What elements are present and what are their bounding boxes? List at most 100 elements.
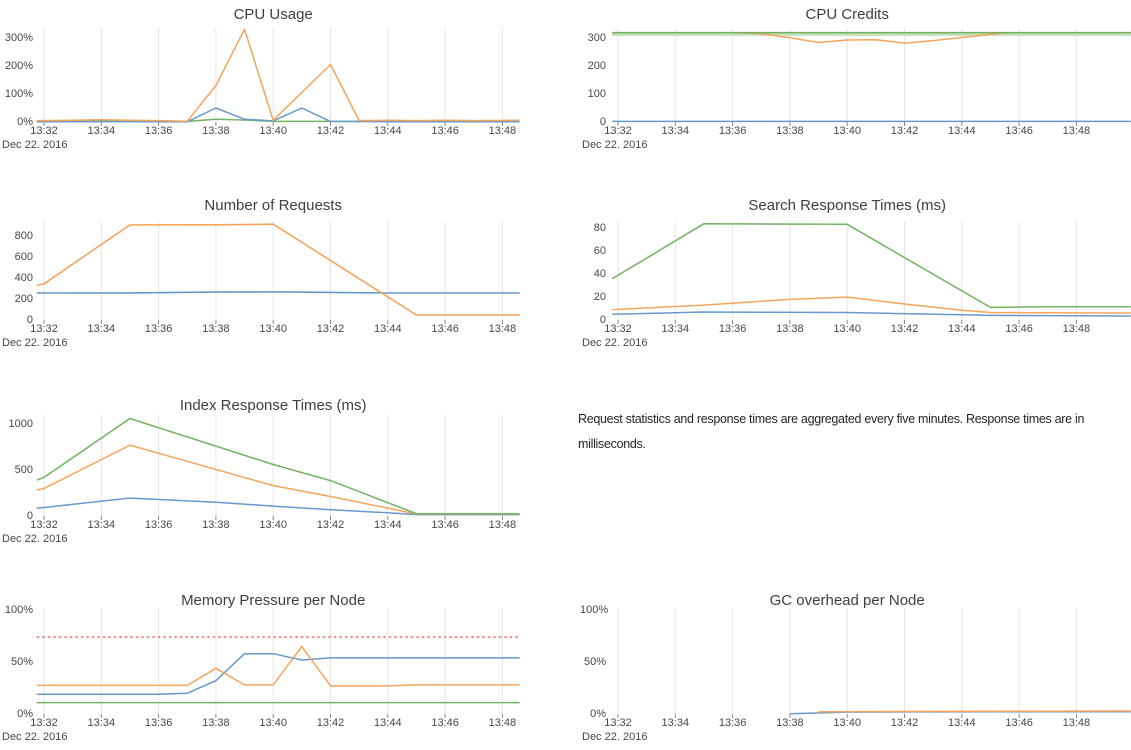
x-tick-label: 13:32 (30, 125, 58, 137)
y-tick-label: 0 (26, 510, 33, 522)
y-tick-label: 500 (14, 464, 33, 476)
x-axis-date-label: Dec 22. 2016 (582, 731, 648, 743)
x-tick-label: 13:40 (259, 323, 287, 335)
x-tick-label: 13:38 (202, 125, 230, 137)
chart-title: GC overhead per Node (769, 592, 925, 609)
y-tick-label: 600 (14, 250, 33, 263)
plot-canvas (611, 222, 1131, 324)
x-tick-label: 13:32 (604, 125, 632, 137)
y-tick-label: 0 (599, 116, 606, 128)
x-tick-label: 13:40 (259, 519, 287, 531)
x-tick-label: 13:42 (316, 323, 345, 335)
x-axis-date-label: Dec 22. 2016 (582, 139, 648, 151)
series-orange-index (36, 444, 520, 515)
x-tick-label: 13:46 (431, 323, 459, 335)
x-tick-label: 13:48 (1062, 125, 1091, 137)
x-tick-label: 13:46 (431, 717, 459, 729)
x-tick-label: 13:48 (1062, 323, 1091, 335)
x-tick-label: 13:48 (488, 125, 517, 137)
plot-area[interactable] (36, 415, 521, 520)
y-tick-label: 0 (26, 314, 33, 326)
plot-canvas (617, 608, 1131, 718)
plot-area[interactable] (36, 28, 521, 126)
y-tick-label: 200 (587, 60, 606, 73)
x-tick-label: 13:32 (604, 323, 632, 335)
y-tick-label: 0 (599, 314, 606, 326)
y-tick-label: 300 (587, 32, 606, 45)
x-tick-label: 13:46 (431, 125, 459, 137)
x-tick-label: 13:46 (1005, 323, 1033, 335)
x-tick-label: 13:34 (661, 125, 690, 137)
series-orange-node (818, 710, 1131, 713)
x-tick-label: 13:46 (1005, 717, 1033, 729)
chart-title: Memory Pressure per Node (181, 592, 366, 609)
y-tick-label: 400 (14, 271, 33, 284)
x-tick-label: 13:40 (259, 717, 287, 729)
series-orange-search (612, 296, 1131, 314)
x-tick-label: 13:36 (144, 125, 173, 137)
x-axis-date-label: Dec 22. 2016 (2, 139, 68, 151)
x-tick-label: 13:48 (488, 717, 517, 729)
y-tick-label: 0% (17, 708, 33, 720)
y-tick-label: 300% (4, 31, 33, 44)
x-tick-label: 13:44 (374, 323, 402, 335)
series-orange-node (36, 28, 520, 122)
x-tick-label: 13:38 (776, 323, 804, 335)
chart-title: Search Response Times (ms) (748, 197, 946, 214)
chart-title: CPU Usage (233, 6, 313, 23)
x-tick-label: 13:42 (890, 323, 919, 335)
y-tick-label: 0% (590, 708, 606, 720)
x-tick-label: 13:36 (144, 323, 173, 335)
x-tick-label: 13:48 (488, 323, 517, 335)
x-tick-label: 13:34 (87, 323, 116, 335)
plot-area[interactable] (36, 222, 521, 324)
y-tick-label: 40 (593, 268, 606, 281)
y-tick-label: 50% (10, 656, 33, 669)
x-tick-label: 13:34 (661, 717, 690, 729)
series-blue-requests (36, 291, 520, 294)
x-tick-label: 13:44 (948, 323, 976, 335)
annotation-text: Request statistics and response times ar… (578, 412, 1085, 451)
chart-title: Index Response Times (ms) (179, 397, 367, 414)
y-tick-label: 100% (4, 604, 33, 617)
x-tick-label: 13:38 (776, 125, 804, 137)
x-tick-label: 13:44 (374, 519, 402, 531)
x-tick-label: 13:36 (718, 323, 747, 335)
x-tick-label: 13:42 (316, 125, 345, 137)
y-tick-label: 100 (587, 88, 606, 101)
x-tick-label: 13:38 (202, 717, 230, 729)
x-tick-label: 13:40 (833, 125, 861, 137)
y-tick-label: 200% (4, 59, 33, 72)
x-tick-label: 13:44 (948, 125, 976, 137)
plot-canvas (36, 222, 520, 324)
x-tick-label: 13:32 (30, 717, 58, 729)
x-tick-label: 13:34 (87, 717, 116, 729)
plot-canvas (36, 608, 520, 718)
plot-area[interactable] (610, 608, 1131, 718)
plot-area[interactable] (610, 28, 1131, 126)
x-tick-label: 13:38 (202, 519, 230, 531)
series-blue-index (36, 497, 520, 516)
y-tick-label: 20 (593, 291, 606, 304)
x-tick-label: 13:32 (30, 519, 58, 531)
x-tick-label: 13:34 (87, 519, 116, 531)
x-tick-label: 13:44 (374, 125, 402, 137)
chart-title: Number of Requests (204, 197, 342, 214)
x-axis-date-label: Dec 22. 2016 (2, 337, 68, 349)
x-tick-label: 13:42 (890, 125, 919, 137)
x-tick-label: 13:32 (604, 717, 632, 729)
x-tick-label: 13:44 (948, 717, 976, 729)
plot-area[interactable] (36, 608, 521, 718)
x-axis-date-label: Dec 22. 2016 (2, 731, 68, 743)
x-tick-label: 13:38 (202, 323, 230, 335)
chart-title: CPU Credits (805, 6, 889, 23)
x-axis-date-label: Dec 22. 2016 (2, 533, 68, 545)
y-tick-label: 100% (4, 87, 33, 100)
x-tick-label: 13:42 (890, 717, 919, 729)
series-orange-node (612, 31, 1131, 44)
series-blue-node (36, 107, 520, 123)
series-green-index (36, 417, 520, 515)
y-tick-label: 800 (14, 229, 33, 242)
x-tick-label: 13:40 (833, 717, 861, 729)
plot-area[interactable] (610, 222, 1131, 324)
